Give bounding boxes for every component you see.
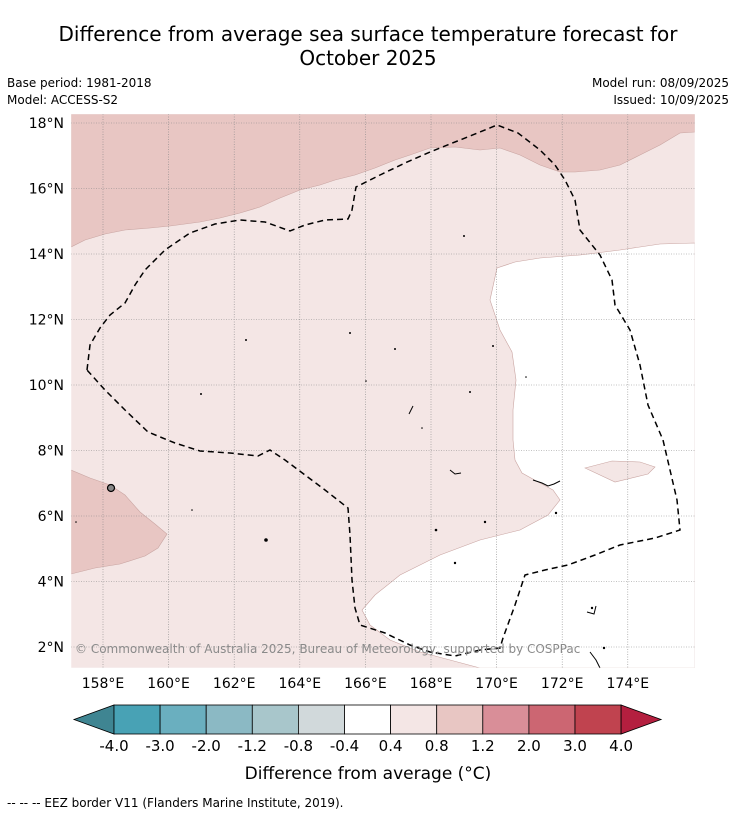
atoll-outline bbox=[586, 605, 597, 615]
issued-text: Issued: 10/09/2025 bbox=[613, 93, 729, 107]
sst-anomaly-field bbox=[71, 114, 695, 668]
island-marker bbox=[463, 235, 465, 237]
colorbar-tick-label: 0.4 bbox=[379, 737, 403, 755]
model-text: Model: ACCESS-S2 bbox=[7, 93, 119, 107]
anomaly-zone-north bbox=[71, 114, 695, 248]
colorbar-extend-high bbox=[620, 704, 663, 735]
colorbar-segment bbox=[390, 704, 438, 735]
latitude-tick-label: 6°N bbox=[38, 509, 64, 525]
colorbar-tick-label: 3.0 bbox=[563, 737, 587, 755]
island-marker bbox=[483, 520, 487, 524]
map-frame bbox=[70, 113, 696, 669]
colorbar-tick-label: -0.8 bbox=[284, 737, 313, 755]
colorbar-tick-label: 2.0 bbox=[517, 737, 541, 755]
longitude-tick-label: 174°E bbox=[607, 676, 650, 692]
longitude-tick-label: 164°E bbox=[279, 676, 322, 692]
title-line-1: Difference from average sea surface temp… bbox=[58, 22, 678, 46]
longitude-tick-label: 160°E bbox=[147, 676, 190, 692]
colorbar-segment bbox=[482, 704, 530, 735]
copyright-text: © Commonwealth of Australia 2025, Bureau… bbox=[75, 642, 580, 656]
latitude-tick-label: 18°N bbox=[29, 116, 64, 132]
latitude-tick-label: 16°N bbox=[29, 182, 64, 198]
colorbar-segment bbox=[251, 704, 299, 735]
colorbar-segment bbox=[436, 704, 484, 735]
island-marker bbox=[106, 483, 116, 493]
colorbar-tick-label: 0.8 bbox=[425, 737, 449, 755]
colorbar-segment bbox=[297, 704, 345, 735]
colorbar: -4.0 -3.0 -2.0 -1.2 -0.8 -0.4 0.4 0.8 1.2 2.0 3.0 4… bbox=[72, 704, 663, 755]
island-marker bbox=[200, 393, 202, 395]
island-marker bbox=[191, 509, 193, 511]
colorbar-segment bbox=[344, 704, 391, 735]
island-marker bbox=[492, 345, 494, 347]
atoll-outline bbox=[532, 479, 561, 487]
colorbar-tick-label: -2.0 bbox=[192, 737, 221, 755]
atoll-outline bbox=[449, 469, 462, 475]
island-marker bbox=[590, 606, 594, 610]
island-markers bbox=[75, 235, 606, 650]
latitude-tick-label: 10°N bbox=[29, 378, 64, 394]
latitude-tick-label: 14°N bbox=[29, 247, 64, 263]
latitude-tick-label: 2°N bbox=[38, 640, 64, 656]
latitude-tick-label: 12°N bbox=[29, 313, 64, 329]
graticule: 18°N 16°N 14°N 12°N 10°N 8°N 6°N 4°N 2°N 158°E 160… bbox=[29, 114, 695, 692]
island-marker bbox=[525, 376, 527, 378]
colorbar-segment bbox=[528, 704, 576, 735]
island-marker bbox=[365, 380, 367, 382]
model-run-text: Model run: 08/09/2025 bbox=[591, 76, 729, 90]
colorbar-tick-label: -0.4 bbox=[330, 737, 359, 755]
latitude-tick-label: 4°N bbox=[38, 575, 64, 591]
meta-left: Base period: 1981-2018 Model: ACCESS-S2 bbox=[7, 75, 152, 109]
map-title: Difference from average sea surface temp… bbox=[0, 22, 736, 70]
colorbar-segment bbox=[205, 704, 253, 735]
island-marker bbox=[554, 511, 558, 515]
colorbar-segment bbox=[113, 704, 161, 735]
island-marker bbox=[434, 528, 438, 532]
atoll-outlines bbox=[408, 405, 601, 669]
longitude-tick-label: 170°E bbox=[475, 676, 518, 692]
island-marker bbox=[245, 339, 247, 341]
island-marker bbox=[264, 538, 268, 542]
footnote: -- -- -- EEZ border V11 (Flanders Marine… bbox=[7, 796, 344, 810]
island-marker bbox=[75, 521, 77, 523]
colorbar-tick-label: 4.0 bbox=[609, 737, 633, 755]
longitude-tick-label: 158°E bbox=[82, 676, 125, 692]
longitude-tick-label: 168°E bbox=[410, 676, 453, 692]
colorbar-segment bbox=[574, 704, 622, 735]
island-marker bbox=[453, 561, 457, 565]
colorbar-tick-label: 1.2 bbox=[471, 737, 495, 755]
colorbar-tick-label: -3.0 bbox=[145, 737, 174, 755]
island-marker bbox=[394, 348, 396, 350]
anomaly-zone-neutral bbox=[361, 242, 695, 668]
longitude-tick-label: 172°E bbox=[541, 676, 584, 692]
island-marker bbox=[421, 427, 423, 429]
eez-border bbox=[86, 124, 681, 657]
atoll-outline bbox=[408, 405, 414, 415]
colorbar-tick-label: -1.2 bbox=[238, 737, 267, 755]
island-marker bbox=[349, 332, 351, 334]
island-marker bbox=[602, 646, 606, 650]
colorbar-tick-label: -4.0 bbox=[99, 737, 128, 755]
base-period-text: Base period: 1981-2018 bbox=[7, 76, 152, 90]
meta-right: Model run: 08/09/2025 Issued: 10/09/2025 bbox=[592, 75, 729, 109]
latitude-tick-label: 8°N bbox=[38, 444, 64, 460]
longitude-tick-label: 162°E bbox=[213, 676, 256, 692]
colorbar-label: Difference from average (°C) bbox=[244, 764, 492, 784]
anomaly-patch-east bbox=[584, 460, 656, 483]
title-line-2: October 2025 bbox=[299, 46, 437, 70]
island-marker bbox=[469, 391, 471, 393]
atoll-outline bbox=[589, 651, 601, 669]
colorbar-segment bbox=[159, 704, 207, 735]
colorbar-extend-low bbox=[72, 704, 115, 735]
longitude-tick-label: 166°E bbox=[344, 676, 387, 692]
